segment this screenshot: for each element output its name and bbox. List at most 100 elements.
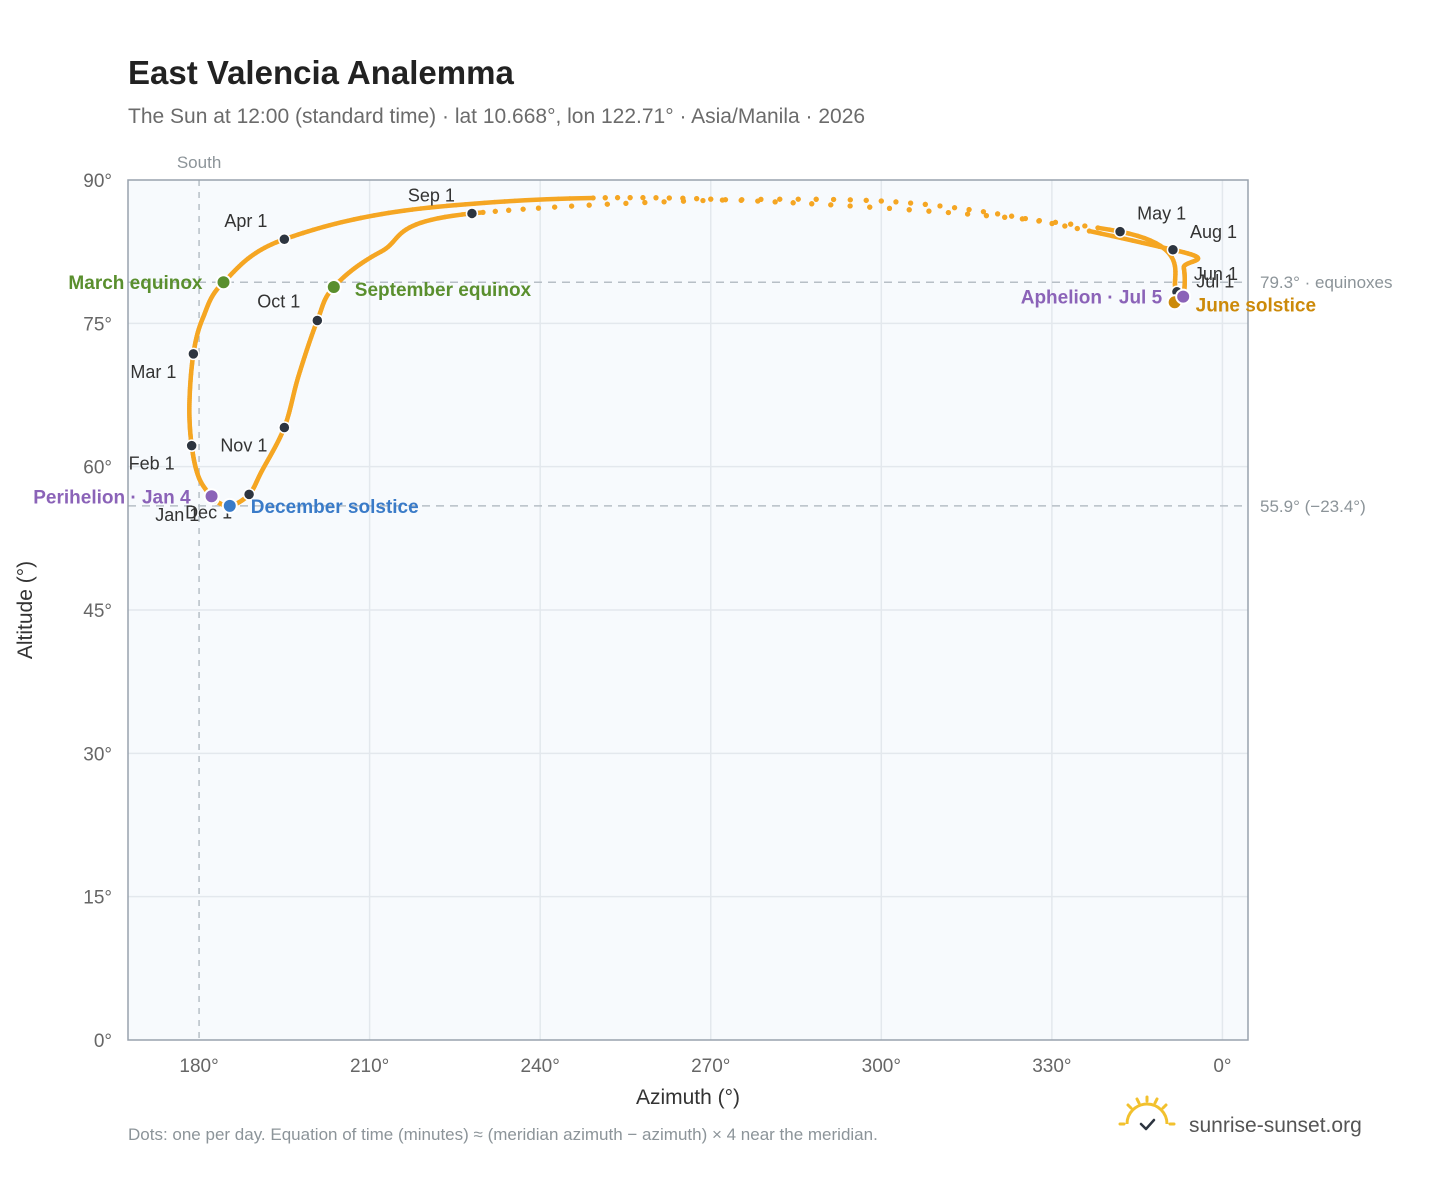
daily-dot — [965, 211, 971, 217]
y-tick-label: 75° — [83, 314, 112, 335]
daily-dot — [893, 199, 899, 205]
month-marker — [242, 488, 256, 501]
month-label: May 1 — [1137, 204, 1186, 224]
daily-dot — [772, 199, 778, 205]
month-marker — [278, 232, 291, 246]
event-label: December solstice — [251, 497, 419, 518]
daily-dot — [739, 197, 745, 203]
x-axis-label: Azimuth (°) — [636, 1086, 740, 1109]
event-label: June solstice — [1196, 295, 1316, 316]
daily-dot — [1049, 220, 1055, 227]
month-marker — [278, 421, 291, 434]
daily-dot — [1074, 225, 1080, 232]
daily-dot — [552, 204, 558, 210]
x-tick-label: 0° — [1213, 1056, 1231, 1077]
daily-dot — [777, 196, 783, 202]
month-marker — [465, 207, 479, 220]
month-label: Oct 1 — [257, 291, 300, 311]
event-label: Aphelion · Jul 5 — [1021, 288, 1163, 309]
y-axis-label: Altitude (°) — [14, 561, 37, 659]
y-tick-label: 45° — [83, 601, 112, 622]
daily-dot — [661, 199, 667, 205]
month-marker — [185, 439, 198, 452]
daily-dot — [1082, 223, 1088, 229]
daily-dot — [480, 209, 486, 215]
daily-dot — [945, 209, 952, 216]
event-marker — [325, 279, 342, 296]
chart-subtitle: The Sun at 12:00 (standard time) · lat 1… — [128, 105, 865, 128]
daily-dot — [906, 207, 912, 213]
daily-dot — [602, 195, 608, 201]
daily-dot — [520, 206, 526, 212]
daily-dot — [790, 200, 796, 206]
daily-dot — [966, 207, 972, 213]
month-marker — [187, 347, 200, 361]
daily-dot — [1062, 223, 1068, 229]
x-tick-label: 270° — [691, 1056, 730, 1077]
daily-dot — [995, 211, 1001, 217]
daily-dot — [886, 205, 893, 211]
x-axis-ticks: 180° 210° 240° 270° 300° 330° 0° — [179, 1056, 1231, 1077]
daily-dot — [878, 198, 884, 204]
month-label: Jun 1 — [1194, 264, 1238, 284]
sun-icon — [1118, 1095, 1176, 1131]
daily-dot — [506, 207, 512, 213]
daily-dot — [1009, 213, 1015, 219]
month-label: Jul 1 — [1196, 272, 1234, 292]
daily-dot — [1095, 225, 1101, 231]
daily-dot — [719, 197, 726, 203]
daily-dot — [937, 203, 943, 209]
daily-dot — [847, 203, 853, 209]
meridian-label: South — [177, 153, 221, 172]
month-label: Mar 1 — [130, 362, 176, 382]
daily-dot — [847, 197, 853, 203]
daily-dot — [642, 199, 648, 206]
y-tick-label: 30° — [83, 744, 112, 765]
daily-dot — [586, 202, 592, 208]
y-tick-label: 60° — [83, 458, 112, 479]
month-label: Nov 1 — [220, 435, 267, 455]
daily-dot — [926, 208, 932, 214]
daily-dot — [758, 196, 764, 202]
month-marker — [1166, 243, 1180, 257]
daily-dot — [694, 196, 700, 202]
daily-dot — [535, 205, 542, 211]
event-marker — [221, 497, 238, 514]
daily-dot — [590, 195, 596, 201]
month-label: Feb 1 — [129, 454, 175, 474]
daily-dot — [700, 197, 706, 204]
daily-dot — [828, 202, 834, 208]
daily-dot — [980, 209, 987, 215]
month-label: Jan 1 — [155, 505, 199, 525]
daily-dot — [813, 196, 819, 202]
daily-dot — [922, 201, 928, 207]
daily-dot — [951, 205, 958, 211]
x-tick-label: 210° — [350, 1056, 389, 1077]
brand-logo: sunrise-sunset.org — [1118, 1095, 1362, 1137]
event-marker — [215, 274, 232, 291]
daily-dot — [708, 196, 714, 202]
daily-dot — [1086, 228, 1092, 234]
daily-dot — [604, 201, 610, 207]
event-label: Perihelion · Jan 4 — [33, 487, 191, 508]
plot-frame — [127, 179, 1249, 1041]
daily-dot — [908, 200, 914, 206]
brand-name: sunrise-sunset.org — [1189, 1114, 1362, 1137]
daily-dot — [614, 195, 621, 201]
x-tick-label: 330° — [1032, 1056, 1071, 1077]
daily-dot — [569, 203, 575, 209]
daily-dot — [666, 195, 672, 201]
x-tick-label: 180° — [179, 1056, 218, 1077]
footnote: Dots: one per day. Equation of time (min… — [128, 1125, 878, 1144]
daily-dot — [640, 195, 646, 201]
event-label: March equinox — [68, 273, 203, 294]
month-label: Dec 1 — [185, 502, 232, 522]
event-marker — [203, 488, 220, 505]
reference-line-label: 55.9° (−23.4°) — [1260, 497, 1366, 516]
daily-dot — [983, 213, 989, 219]
daily-dot — [863, 197, 869, 203]
daily-dot — [1022, 215, 1028, 222]
grid-lines — [128, 180, 1248, 1040]
daily-dot — [492, 208, 498, 214]
